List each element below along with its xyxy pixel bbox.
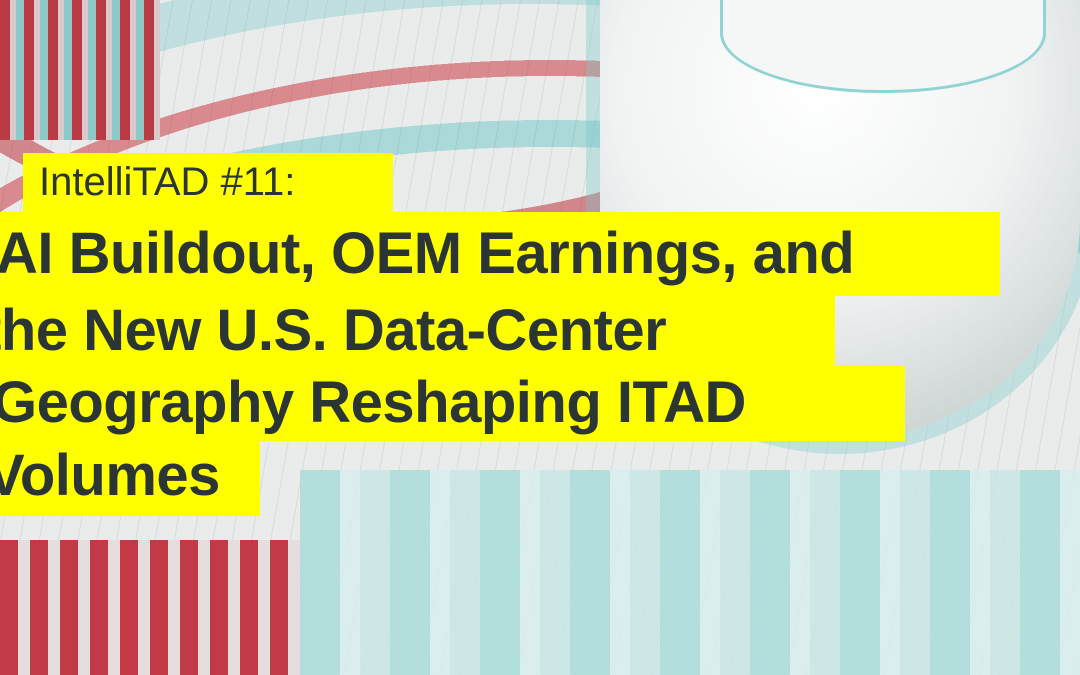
decorative-bars — [0, 0, 160, 140]
decorative-bars — [300, 470, 1080, 675]
headline-line-3: Geography Reshaping ITAD — [0, 365, 905, 441]
headline-text: the New U.S. Data-Center — [0, 298, 667, 363]
series-label-text: IntelliTAD #11: — [39, 160, 296, 204]
headline-line-1: AI Buildout, OEM Earnings, and — [0, 212, 1000, 296]
headline-line-2: the New U.S. Data-Center — [0, 295, 835, 366]
headline-text: Volumes — [0, 443, 220, 508]
headline-text: Geography Reshaping ITAD — [0, 370, 746, 435]
series-label: IntelliTAD #11: — [23, 153, 393, 212]
headline-line-4: Volumes — [0, 440, 260, 516]
headline-text: AI Buildout, OEM Earnings, and — [0, 221, 855, 286]
decorative-bars — [0, 540, 300, 675]
